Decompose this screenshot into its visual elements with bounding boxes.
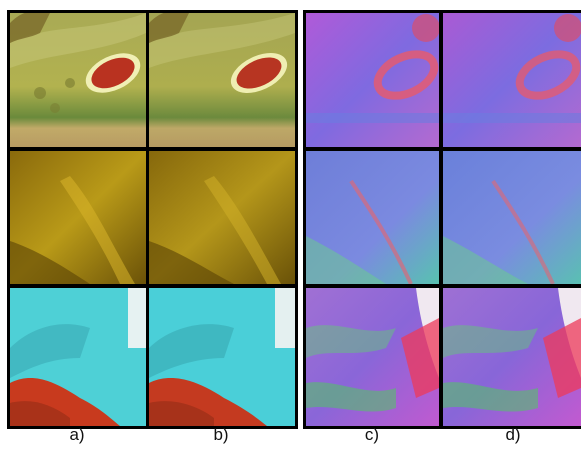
tile-b-row2 xyxy=(149,151,295,284)
tile-c-row3 xyxy=(306,288,439,426)
tile-a-row1 xyxy=(10,13,146,147)
tile-d-row1 xyxy=(443,13,581,147)
caption-c: c) xyxy=(364,425,380,444)
tile-b-row1 xyxy=(149,13,295,147)
tile-a-row2 xyxy=(10,151,146,284)
tile-a-row3 xyxy=(10,288,146,426)
tile-b-row3 xyxy=(149,288,295,426)
caption-a: a) xyxy=(69,425,85,444)
tile-d-row2 xyxy=(443,151,581,284)
tile-c-row1 xyxy=(306,13,439,147)
tile-c-row2 xyxy=(306,151,439,284)
caption-b: b) xyxy=(213,425,229,444)
tile-d-row3 xyxy=(443,288,581,426)
caption-d: d) xyxy=(505,425,521,444)
